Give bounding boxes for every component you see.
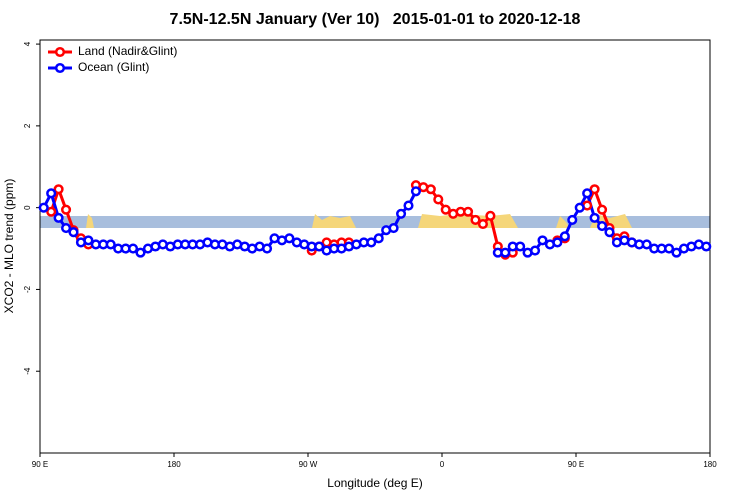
data-point xyxy=(396,208,407,219)
data-point xyxy=(701,241,712,252)
data-point xyxy=(135,247,146,258)
data-point xyxy=(500,247,511,258)
data-point xyxy=(440,204,451,215)
data-point xyxy=(597,204,608,215)
data-point xyxy=(589,184,600,195)
x-tick-label: 180 xyxy=(703,460,717,469)
data-point xyxy=(410,186,421,197)
y-tick-label: -4 xyxy=(23,367,32,375)
land-shape xyxy=(556,216,570,228)
data-point xyxy=(515,241,526,252)
data-point xyxy=(403,200,414,211)
chart-title: 7.5N-12.5N January (Ver 10) 2015-01-01 t… xyxy=(170,11,581,28)
data-point xyxy=(433,194,444,205)
land-shape xyxy=(86,214,94,228)
data-point xyxy=(641,239,652,250)
data-point xyxy=(284,233,295,244)
plot-frame xyxy=(39,39,711,454)
data-point xyxy=(68,227,79,238)
data-point xyxy=(597,221,608,232)
x-tick-label: 90 W xyxy=(299,460,318,469)
data-point xyxy=(574,202,585,213)
data-point xyxy=(671,247,682,258)
data-point xyxy=(53,212,64,223)
data-point xyxy=(530,245,541,256)
y-tick-label: 2 xyxy=(23,123,32,128)
data-point xyxy=(604,227,615,238)
data-point xyxy=(664,243,675,254)
data-point xyxy=(128,243,139,254)
legend-label: Ocean (Glint) xyxy=(78,60,149,74)
data-point xyxy=(105,239,116,250)
data-point xyxy=(582,188,593,199)
data-point xyxy=(463,206,474,217)
data-point xyxy=(477,218,488,230)
ocean-band xyxy=(40,216,710,228)
x-tick-label: 90 E xyxy=(32,460,48,469)
data-point xyxy=(38,202,49,213)
data-point xyxy=(559,231,570,242)
data-point xyxy=(589,212,600,223)
data-point xyxy=(470,214,481,225)
x-tick-label: 90 E xyxy=(568,460,584,469)
data-point xyxy=(262,243,273,254)
data-point xyxy=(537,235,548,246)
data-point xyxy=(61,204,72,215)
y-tick-label: -2 xyxy=(23,285,32,293)
x-tick-label: 180 xyxy=(167,460,181,469)
y-axis-label: XCO2 - MLO trend (ppm) xyxy=(2,179,16,314)
data-point xyxy=(485,210,496,221)
data-point xyxy=(366,237,377,248)
data-point xyxy=(83,235,94,246)
y-tick-label: 0 xyxy=(23,205,32,210)
data-point xyxy=(552,237,563,248)
data-point xyxy=(567,214,578,225)
x-tick-label: 0 xyxy=(440,460,445,469)
x-axis-label: Longitude (deg E) xyxy=(327,476,422,490)
data-point xyxy=(53,184,64,195)
legend-marker xyxy=(54,46,66,58)
legend-marker xyxy=(54,62,66,74)
data-point xyxy=(314,241,325,252)
land-shape xyxy=(312,214,356,228)
data-point xyxy=(388,223,399,234)
data-point xyxy=(373,233,384,244)
data-point xyxy=(46,188,57,199)
y-tick-label: 4 xyxy=(23,41,32,46)
data-point xyxy=(61,223,72,234)
data-point xyxy=(46,206,57,217)
legend-label: Land (Nadir&Glint) xyxy=(78,44,177,58)
data-point xyxy=(425,184,436,195)
